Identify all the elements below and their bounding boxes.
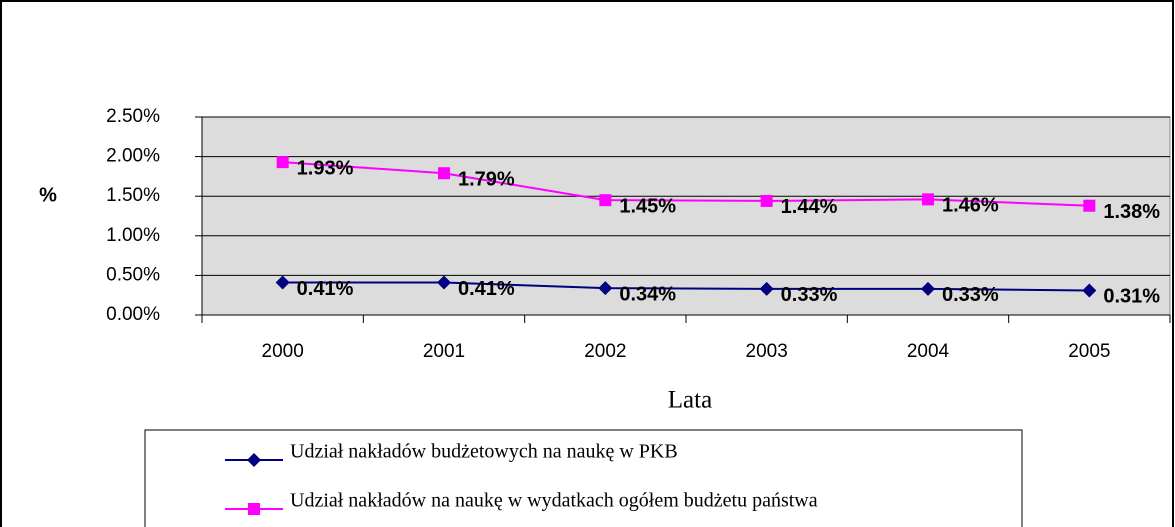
x-axis-label: Lata <box>668 387 712 414</box>
data-point <box>275 275 290 290</box>
data-point <box>922 193 934 206</box>
data-point <box>276 156 289 169</box>
legend-box <box>144 429 1023 527</box>
data-label: 1.45% <box>619 195 676 217</box>
data-label: 0.41% <box>297 278 354 300</box>
data-point <box>760 194 773 207</box>
x-tick-label: 2005 <box>1068 341 1110 362</box>
series-line <box>282 161 1090 207</box>
series-line <box>282 281 1090 292</box>
data-point <box>438 167 450 180</box>
y-tick-label: 1.50% <box>106 185 160 206</box>
data-label: 1.93% <box>297 157 354 179</box>
data-label: 1.44% <box>781 196 838 218</box>
data-point <box>921 281 935 296</box>
y-tick-label: 2.50% <box>106 106 160 127</box>
data-point <box>1083 199 1096 212</box>
x-tick-label: 2004 <box>907 341 950 362</box>
data-point <box>1082 283 1097 298</box>
y-tick-label: 1.00% <box>106 225 160 246</box>
data-label: 1.79% <box>458 169 515 191</box>
y-tick-label: 0.50% <box>106 264 160 285</box>
data-label: 0.34% <box>619 283 676 305</box>
x-tick-label: 2002 <box>584 341 626 362</box>
data-point <box>599 194 612 207</box>
legend-marker <box>247 453 261 467</box>
data-label: 0.33% <box>781 284 838 306</box>
legend-label: Udział nakładów budżetowych na naukę w P… <box>290 441 678 463</box>
y-tick-label: 2.00% <box>106 146 160 167</box>
data-label: 0.31% <box>1103 286 1160 308</box>
data-label: 1.38% <box>1103 201 1160 223</box>
x-tick-label: 2000 <box>262 341 304 362</box>
data-label: 0.41% <box>458 278 515 300</box>
data-point <box>759 281 774 296</box>
data-label: 1.46% <box>942 195 999 217</box>
data-point <box>598 281 613 296</box>
y-axis-label: % <box>39 184 57 206</box>
data-label: 0.33% <box>942 284 999 306</box>
y-tick-label: 0.00% <box>106 304 160 325</box>
legend-marker <box>248 503 260 515</box>
x-tick-label: 2003 <box>746 341 788 362</box>
data-point <box>437 275 451 290</box>
legend-label: Udział nakładów na naukę w wydatkach ogó… <box>290 490 818 512</box>
x-tick-label: 2001 <box>423 341 465 362</box>
